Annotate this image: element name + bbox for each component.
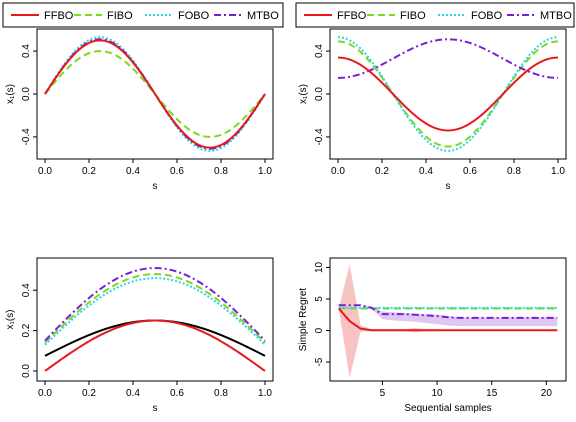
- series-line-fobo: [44, 277, 266, 346]
- plot-frame: [329, 257, 567, 382]
- series-line-ffbo: [44, 39, 266, 149]
- y-tick-label: 0.0: [21, 87, 32, 101]
- y-tick-label: 0.4: [314, 44, 325, 58]
- plot-frame: [36, 257, 274, 382]
- series-line-fobo: [337, 36, 559, 152]
- x-tick-label: 0.6: [463, 166, 477, 177]
- legend-label-mtbo: MTBO: [247, 10, 279, 22]
- x-tick-label: 5: [380, 388, 386, 399]
- x-tick-label: 0.6: [170, 388, 184, 399]
- y-tick-label: 0.0: [21, 364, 32, 378]
- series-line-ffbo: [337, 56, 559, 132]
- panel-2: 0.0 0.2 0.4 0.6 0.8 1.0 -0.4 0.0 0.4 s x₁(s): [298, 28, 567, 192]
- x-axis-label: s: [446, 181, 451, 192]
- x-tick-label: 0.4: [126, 166, 140, 177]
- x-tick-label: 15: [486, 388, 498, 399]
- x-tick-label: 10: [432, 388, 444, 399]
- legend-label-fobo: FOBO: [178, 10, 210, 22]
- series-line-true: [44, 319, 266, 357]
- series-line-ffbo: [44, 319, 266, 372]
- series-line-fibo: [44, 273, 266, 344]
- series-line-mtbo: [338, 304, 558, 319]
- legend-label-fibo: FIBO: [107, 10, 133, 22]
- x-tick-label: 0.2: [82, 388, 96, 399]
- x-tick-label: 1.0: [258, 166, 272, 177]
- panel-3: 0.0 0.2 0.4 0.6 0.8 1.0 0.0 0.2 0.4 s x₁(s): [5, 257, 274, 414]
- y-axis-label: x₁(s): [5, 84, 16, 104]
- x-axis-label: s: [153, 403, 158, 414]
- x-tick-label: 0.2: [375, 166, 389, 177]
- plot-frame: [329, 28, 567, 160]
- mtbo-band: [338, 305, 558, 327]
- x-tick-label: 20: [541, 388, 553, 399]
- y-tick-label: -5: [314, 357, 325, 366]
- x-tick-label: 0.8: [214, 388, 228, 399]
- x-tick-label: 1.0: [258, 388, 272, 399]
- y-tick-label: -0.4: [21, 128, 32, 146]
- panel-4: 5 10 15 20 -5 0 5 10 Sequential samples Simple Re…: [298, 257, 567, 414]
- legend-2: FFBO FIBO FOBO MTBO: [295, 2, 575, 28]
- x-tick-label: 0.8: [214, 166, 228, 177]
- series-line-fobo: [44, 36, 266, 152]
- x-tick-label: 0.0: [38, 166, 52, 177]
- x-tick-label: 0.0: [331, 166, 345, 177]
- series-line-ffbo: [337, 307, 558, 332]
- x-tick-label: 0.2: [82, 166, 96, 177]
- series-line-mtbo: [337, 38, 559, 79]
- x-tick-label: 0.8: [507, 166, 521, 177]
- legend-label-fobo: FOBO: [471, 10, 503, 22]
- series-line-mtbo: [44, 267, 266, 342]
- x-axis-label: Sequential samples: [404, 403, 491, 414]
- legend-label-ffbo: FFBO: [337, 10, 367, 22]
- y-tick-label: 5: [314, 296, 325, 302]
- panel-1: 0.0 0.2 0.4 0.6 0.8 1.0 -0.4 0.0 0.4 s x₁(s): [5, 28, 274, 192]
- y-tick-label: 0.4: [21, 44, 32, 58]
- y-tick-label: 0.4: [21, 283, 32, 297]
- legend-label-ffbo: FFBO: [44, 10, 74, 22]
- x-tick-label: 0.6: [170, 166, 184, 177]
- legend-1: FFBO FIBO FOBO MTBO: [2, 2, 284, 28]
- x-axis-label: s: [153, 181, 158, 192]
- x-tick-label: 0.4: [126, 388, 140, 399]
- x-tick-label: 0.0: [38, 388, 52, 399]
- x-tick-label: 1.0: [551, 166, 565, 177]
- legend-label-fibo: FIBO: [400, 10, 426, 22]
- legend-box: [2, 2, 284, 28]
- y-tick-label: 0.0: [314, 87, 325, 101]
- x-tick-label: 0.4: [419, 166, 433, 177]
- y-axis-label: x₁(s): [298, 84, 309, 104]
- y-tick-label: -0.4: [314, 128, 325, 146]
- y-axis-label: x₁(s): [5, 309, 16, 329]
- y-axis-label: Simple Regret: [298, 288, 309, 352]
- legend-label-mtbo: MTBO: [540, 10, 572, 22]
- y-tick-label: 0: [314, 327, 325, 333]
- y-tick-label: 10: [314, 261, 325, 273]
- y-tick-label: 0.2: [21, 323, 32, 337]
